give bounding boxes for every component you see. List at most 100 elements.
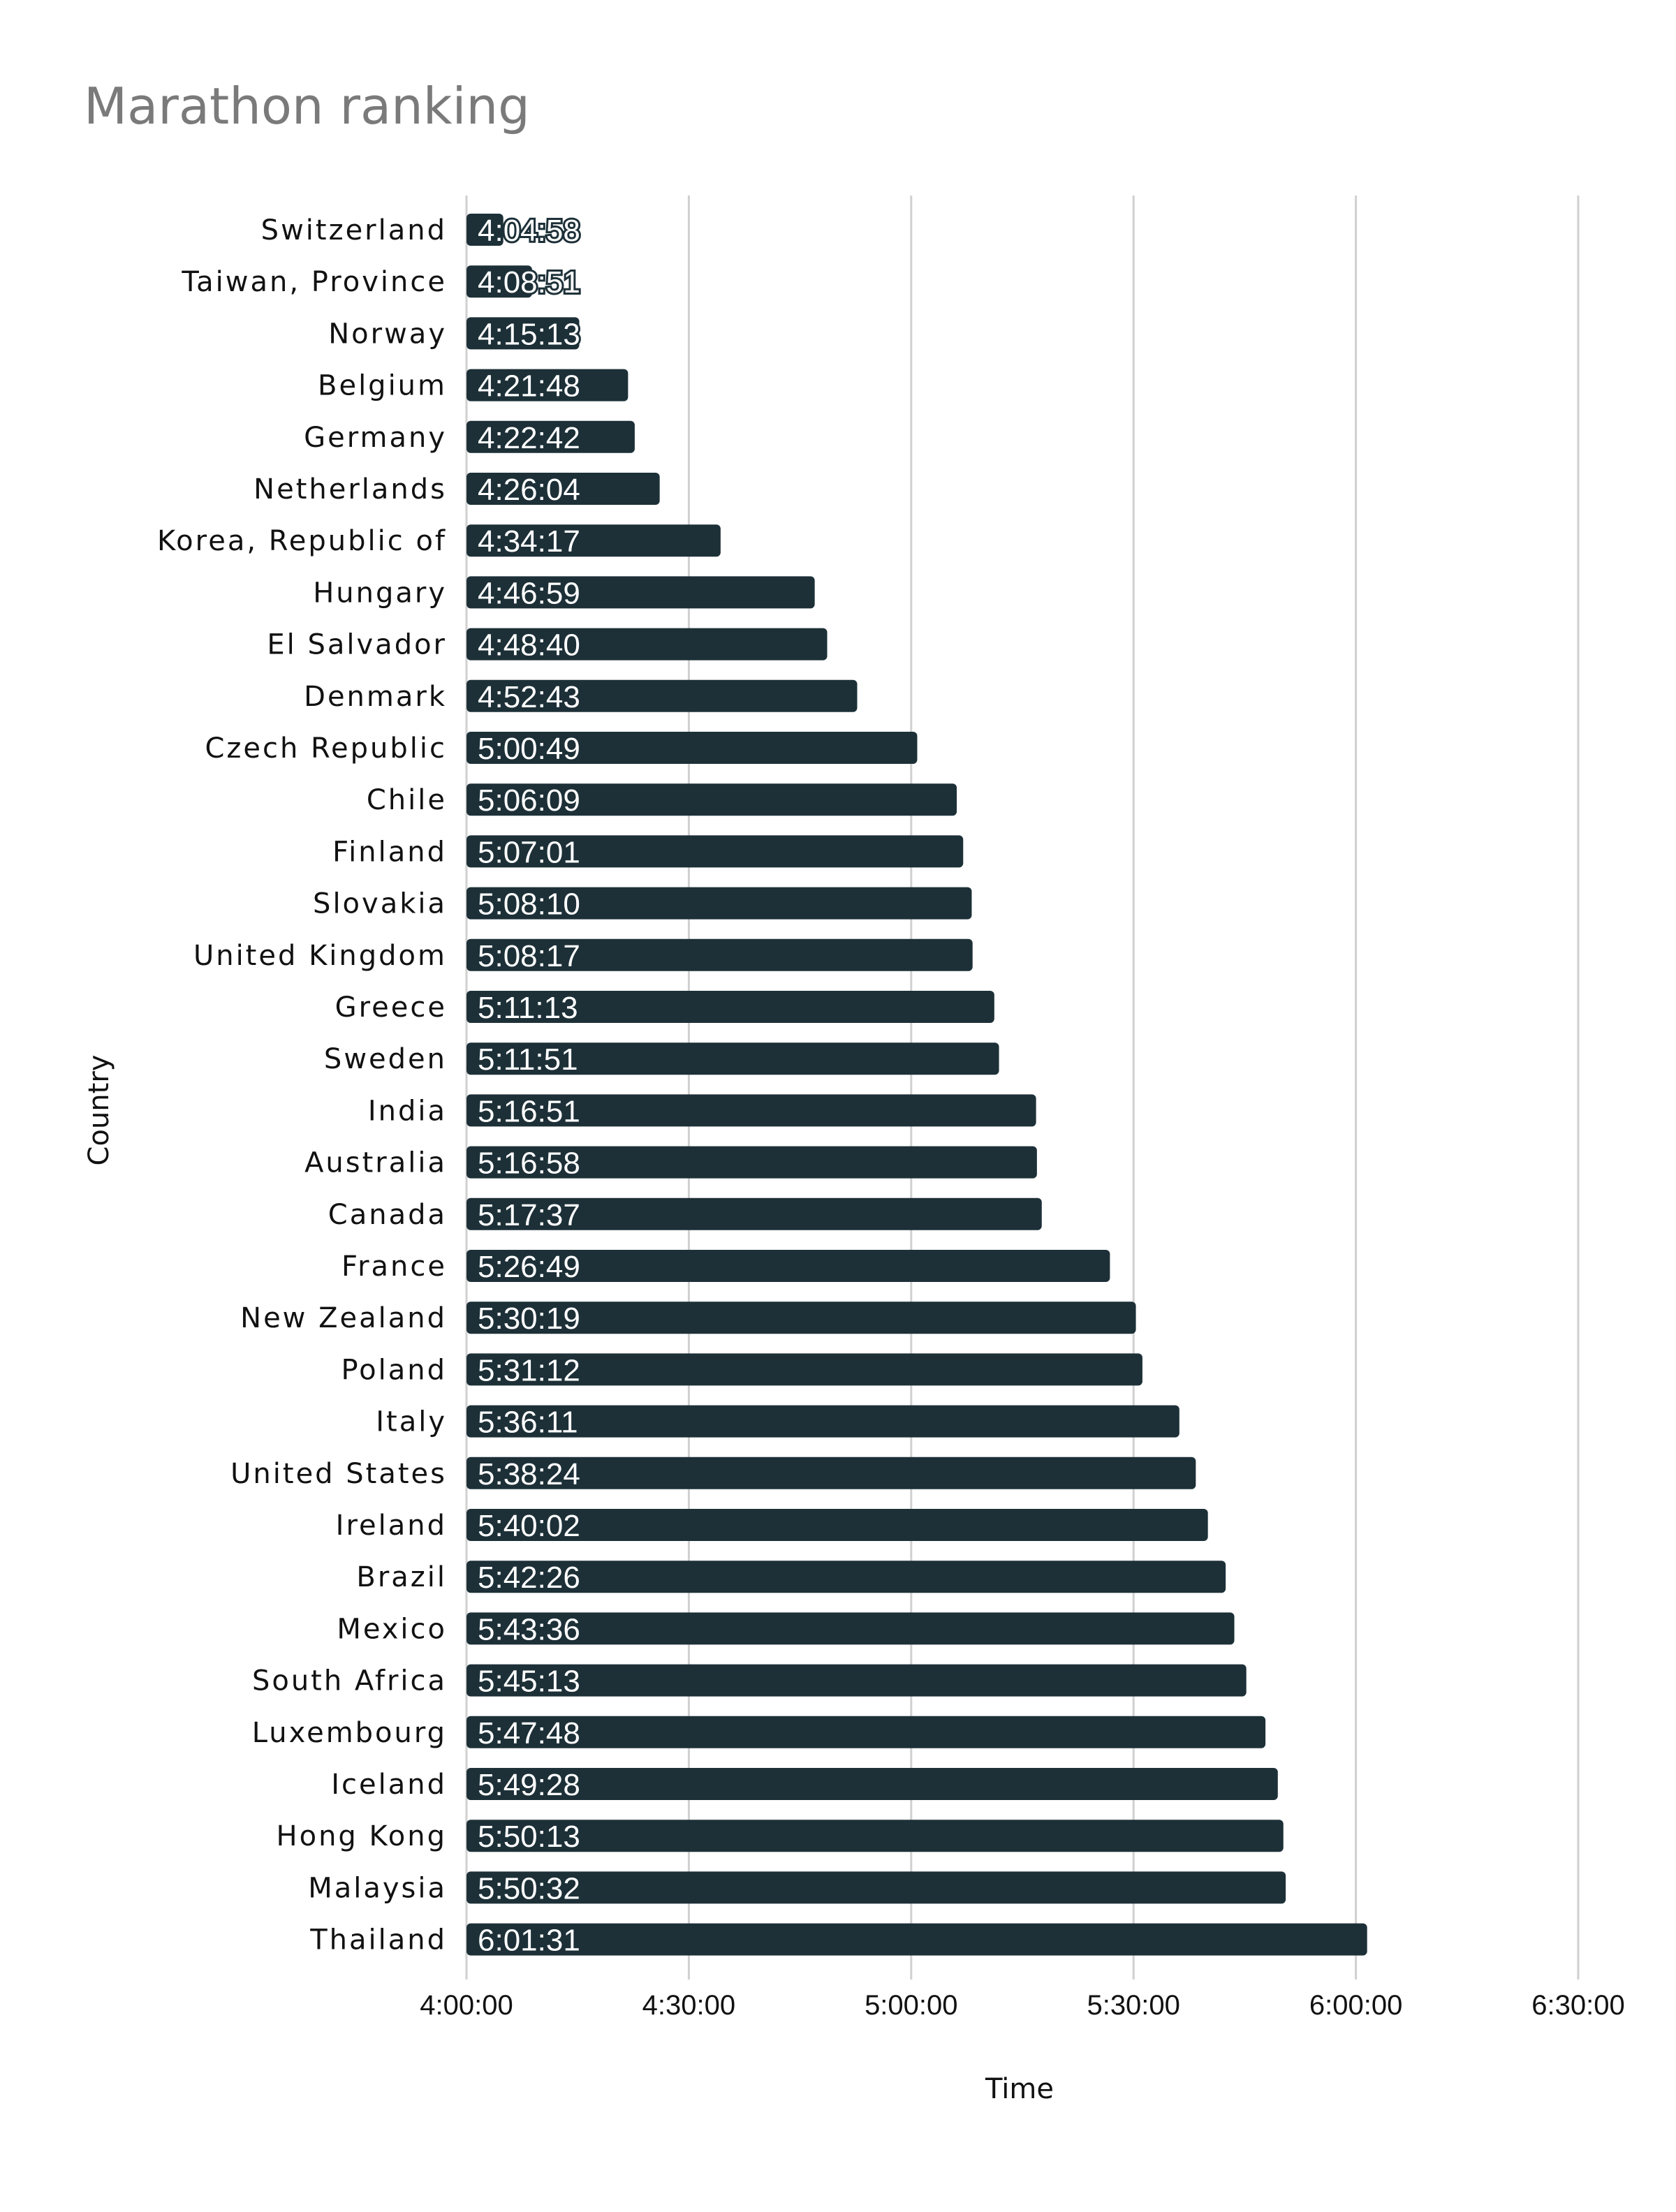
data-label: 5:36:11 bbox=[478, 1406, 578, 1440]
x-tick-label: 4:00:00 bbox=[420, 1990, 513, 2021]
bar bbox=[466, 1871, 1286, 1904]
data-label: 4:48:40 bbox=[478, 628, 580, 663]
x-axis-title: Time bbox=[985, 2073, 1054, 2105]
category-label: South Africa bbox=[252, 1665, 447, 1697]
category-label: Poland bbox=[341, 1354, 447, 1386]
bar bbox=[466, 317, 580, 350]
category-label: Sweden bbox=[324, 1043, 447, 1075]
category-label: Czech Republic bbox=[205, 732, 447, 765]
data-label: 5:43:36 bbox=[478, 1612, 580, 1646]
data-label: 4:04:58 bbox=[478, 214, 580, 248]
bar bbox=[466, 1302, 1136, 1334]
category-label: Iceland bbox=[331, 1769, 447, 1801]
data-label: 5:40:02 bbox=[478, 1509, 580, 1543]
x-tick-label: 6:00:00 bbox=[1309, 1990, 1402, 2021]
data-label: 5:16:51 bbox=[478, 1094, 580, 1128]
data-label: 5:11:13 bbox=[478, 991, 578, 1025]
data-label: 5:16:58 bbox=[478, 1146, 580, 1181]
category-label: New Zealand bbox=[240, 1302, 447, 1334]
bar bbox=[466, 576, 815, 609]
bar bbox=[466, 1146, 1037, 1179]
data-label: 5:42:26 bbox=[478, 1561, 580, 1595]
category-label: Hungary bbox=[313, 577, 447, 609]
bar bbox=[466, 1405, 1179, 1438]
bar bbox=[466, 420, 635, 453]
data-label: 5:49:28 bbox=[478, 1768, 580, 1802]
bar bbox=[466, 991, 994, 1023]
bar bbox=[466, 938, 973, 971]
data-label: 4:21:48 bbox=[478, 369, 580, 404]
bar bbox=[466, 473, 660, 505]
bar bbox=[466, 835, 964, 868]
category-label: Hong Kong bbox=[277, 1820, 447, 1852]
category-label: Finland bbox=[332, 836, 447, 868]
bar bbox=[466, 369, 628, 401]
bar bbox=[466, 1094, 1036, 1127]
bar bbox=[466, 732, 918, 764]
category-label: Malaysia bbox=[308, 1872, 447, 1904]
bar bbox=[466, 1561, 1226, 1593]
bar bbox=[466, 265, 532, 298]
x-tick-label: 6:30:00 bbox=[1531, 1990, 1624, 2021]
bar bbox=[466, 1250, 1110, 1282]
category-label: El Salvador bbox=[267, 629, 447, 661]
category-label: Ireland bbox=[336, 1510, 447, 1542]
data-label: 5:11:51 bbox=[478, 1042, 578, 1077]
category-label: France bbox=[341, 1251, 447, 1283]
category-label: United States bbox=[230, 1458, 447, 1490]
data-label: 5:50:32 bbox=[478, 1871, 580, 1905]
x-tick-label: 5:00:00 bbox=[865, 1990, 957, 2021]
data-label: 4:22:42 bbox=[478, 421, 580, 455]
data-label: 5:06:09 bbox=[478, 783, 580, 818]
data-label: 5:31:12 bbox=[478, 1353, 580, 1387]
data-label: 6:01:31 bbox=[478, 1924, 580, 1958]
category-label: Brazil bbox=[356, 1561, 447, 1593]
bar bbox=[466, 1353, 1142, 1386]
data-label: 5:26:49 bbox=[478, 1250, 580, 1284]
bar bbox=[466, 1612, 1235, 1645]
data-label: 5:17:37 bbox=[478, 1198, 580, 1232]
bar bbox=[466, 1923, 1367, 1956]
category-label: Switzerland bbox=[261, 214, 447, 246]
data-label: 5:50:13 bbox=[478, 1820, 580, 1854]
data-label: 5:08:10 bbox=[478, 887, 580, 922]
bar bbox=[466, 1509, 1208, 1541]
category-label: Belgium bbox=[318, 370, 447, 402]
category-label: Denmark bbox=[304, 681, 447, 713]
data-label: 4:34:17 bbox=[478, 524, 580, 559]
category-label: Greece bbox=[335, 991, 447, 1024]
category-label: Luxembourg bbox=[252, 1717, 447, 1749]
category-label: Korea, Republic of bbox=[157, 525, 447, 557]
data-label: 5:47:48 bbox=[478, 1716, 580, 1750]
bar bbox=[466, 524, 721, 557]
category-label: Germany bbox=[304, 422, 447, 454]
data-label: 4:26:04 bbox=[478, 473, 580, 507]
bar bbox=[466, 1197, 1042, 1230]
bar bbox=[466, 1457, 1196, 1489]
category-label: Taiwan, Province bbox=[181, 266, 447, 298]
category-label: Slovakia bbox=[313, 888, 447, 920]
data-label: 4:08:51 bbox=[478, 265, 580, 300]
category-label: Australia bbox=[304, 1147, 447, 1179]
bar bbox=[466, 1820, 1284, 1852]
data-label: 4:52:43 bbox=[478, 680, 580, 714]
data-label: 5:00:49 bbox=[478, 732, 580, 766]
category-label: United Kingdom bbox=[193, 940, 447, 972]
bar bbox=[466, 1664, 1247, 1697]
x-tick-label: 5:30:00 bbox=[1087, 1990, 1179, 2021]
category-label: Chile bbox=[367, 784, 447, 816]
category-label: Thailand bbox=[309, 1924, 447, 1956]
bar bbox=[466, 628, 828, 661]
bar bbox=[466, 887, 972, 920]
y-axis-title: Country bbox=[83, 1055, 115, 1166]
data-label: 5:30:19 bbox=[478, 1302, 580, 1336]
category-label: Norway bbox=[328, 318, 447, 350]
data-label: 5:07:01 bbox=[478, 835, 580, 869]
category-label: Italy bbox=[376, 1406, 447, 1438]
data-label: 5:45:13 bbox=[478, 1665, 580, 1699]
category-label: Mexico bbox=[337, 1613, 447, 1645]
category-label: Netherlands bbox=[253, 473, 447, 506]
data-label: 4:46:59 bbox=[478, 576, 580, 610]
data-label: 4:15:13 bbox=[478, 317, 580, 351]
